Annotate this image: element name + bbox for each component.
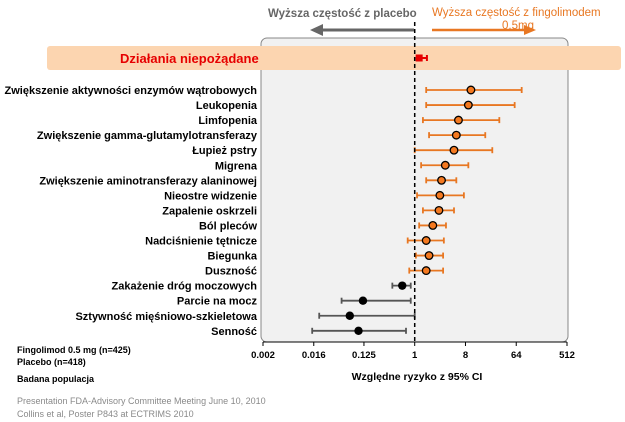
footer-source-1: Presentation FDA-Advisory Committee Meet…: [17, 396, 266, 406]
x-tick-label: 1: [412, 350, 418, 361]
row-label: Zwiększenie aktywności enzymów wątrobowy…: [5, 85, 258, 97]
row-label: Limfopenia: [198, 115, 258, 127]
legend-fingolimod: Fingolimod 0.5 mg (n=425): [17, 345, 131, 355]
row-label: Senność: [211, 326, 257, 338]
higher-with-placebo-label: Wyższa częstość z placebo: [268, 8, 417, 20]
legend-placebo: Placebo (n=418): [17, 357, 86, 367]
higher-with-fingolimod-label: Wyższa częstość z fingolimodem: [432, 7, 601, 19]
row-point: [466, 85, 476, 95]
row-label: Leukopenia: [196, 100, 258, 112]
x-tick-label: 64: [511, 350, 522, 361]
row-label: Zwiększenie aminotransferazy alaninowej: [39, 175, 257, 187]
placebo-arrow-head: [310, 24, 323, 36]
row-label: Ból pleców: [199, 220, 258, 232]
fingolimod-arrow-head: [524, 25, 536, 35]
overall-banner: [47, 46, 621, 70]
row-point: [354, 326, 363, 335]
footer-source-2: Collins et al, Poster P843 at ECTRIMS 20…: [17, 409, 194, 419]
x-tick-label: 0.016: [302, 350, 326, 361]
overall-point: [415, 54, 423, 62]
row-label: Nadciśnienie tętnicze: [145, 236, 257, 248]
overall-label: Działania niepożądane: [120, 51, 259, 66]
row-point: [463, 100, 473, 110]
row-label: Parcie na mocz: [177, 296, 258, 308]
row-label: Zapalenie oskrzeli: [162, 205, 257, 217]
row-point: [437, 175, 446, 185]
row-point: [421, 236, 431, 245]
row-label: Biegunka: [207, 251, 257, 263]
row-label: Zwiększenie gamma-glutamylotransferazy: [37, 130, 258, 142]
x-tick-label: 8: [463, 350, 468, 361]
row-label: Sztywność mięśniowo-szkieletowa: [75, 311, 257, 323]
row-label: Duszność: [205, 266, 257, 278]
x-tick-label: 0.002: [251, 350, 275, 361]
row-point: [440, 160, 450, 170]
study-population-label: Badana populacja: [17, 374, 95, 384]
row-label: Zakażenie dróg moczowych: [112, 281, 258, 293]
x-axis-title: Względne ryzyko z 95% CI: [352, 371, 483, 383]
x-tick-label: 512: [559, 350, 575, 361]
row-point: [451, 130, 461, 140]
row-point: [428, 220, 438, 230]
row-point: [449, 145, 459, 155]
row-point: [345, 311, 354, 320]
row-point: [454, 115, 463, 125]
row-point: [421, 266, 431, 276]
row-point: [435, 190, 445, 200]
row-label: Migrena: [215, 160, 258, 172]
row-point: [358, 296, 368, 305]
row-point: [424, 251, 434, 260]
row-label: Nieostre widzenie: [164, 190, 257, 202]
x-tick-label: 0.125: [352, 350, 376, 361]
row-point: [398, 281, 407, 290]
row-point: [434, 205, 444, 215]
row-label: Łupież pstry: [192, 145, 258, 157]
